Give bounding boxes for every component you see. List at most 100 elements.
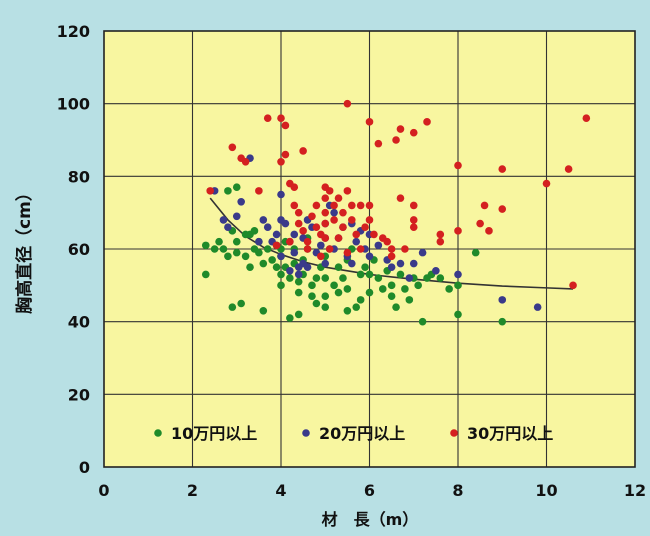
data-point bbox=[387, 281, 396, 290]
data-point bbox=[286, 274, 294, 282]
data-point bbox=[334, 288, 343, 297]
y-tick-label: 80 bbox=[68, 167, 90, 186]
data-point bbox=[365, 270, 374, 279]
data-point bbox=[396, 125, 405, 133]
data-point bbox=[219, 216, 228, 224]
data-point bbox=[277, 114, 285, 122]
data-point bbox=[237, 197, 245, 206]
data-point bbox=[232, 183, 241, 192]
data-point bbox=[215, 237, 223, 246]
legend-label: 20万円以上 bbox=[319, 424, 405, 443]
data-point bbox=[348, 216, 356, 224]
data-point bbox=[454, 227, 462, 235]
legend-marker bbox=[302, 429, 310, 437]
data-point bbox=[232, 237, 241, 246]
data-point bbox=[263, 223, 272, 231]
data-point bbox=[312, 223, 321, 231]
data-point bbox=[423, 118, 431, 126]
data-point bbox=[286, 267, 294, 275]
x-tick-label: 6 bbox=[364, 481, 375, 500]
trend-line bbox=[209, 197, 574, 290]
data-point bbox=[206, 187, 214, 195]
data-point bbox=[321, 274, 330, 282]
data-point bbox=[343, 187, 352, 195]
data-point bbox=[303, 237, 312, 246]
data-point bbox=[334, 194, 343, 202]
data-point bbox=[255, 248, 263, 257]
legend-item: 20万円以上 bbox=[302, 424, 405, 443]
data-point bbox=[436, 237, 445, 246]
x-axis-ticks: 0 2 4 6 8 10 12 bbox=[98, 481, 646, 500]
data-point bbox=[299, 227, 307, 235]
data-point bbox=[272, 230, 281, 239]
legend-label: 10万円以上 bbox=[171, 424, 257, 443]
data-point bbox=[392, 136, 400, 144]
data-point bbox=[356, 201, 365, 210]
legend-marker bbox=[154, 429, 162, 437]
data-point bbox=[308, 281, 316, 290]
data-point bbox=[241, 158, 250, 166]
data-point bbox=[339, 274, 347, 282]
data-point bbox=[445, 285, 453, 293]
data-point bbox=[365, 216, 374, 224]
data-point bbox=[268, 256, 276, 264]
data-point bbox=[383, 237, 392, 246]
data-point bbox=[374, 241, 383, 250]
data-point bbox=[401, 245, 409, 253]
x-tick-label: 2 bbox=[187, 481, 198, 500]
legend-item: 30万円以上 bbox=[450, 424, 553, 443]
data-point bbox=[330, 201, 338, 210]
data-point bbox=[321, 208, 330, 217]
y-tick-label: 60 bbox=[68, 240, 90, 259]
data-point bbox=[418, 248, 427, 257]
data-point bbox=[387, 292, 396, 301]
data-point bbox=[414, 281, 422, 290]
data-point bbox=[290, 248, 299, 257]
data-point bbox=[432, 267, 440, 275]
y-axis-label: 胸高直径（cm） bbox=[14, 184, 35, 314]
x-tick-label: 8 bbox=[452, 481, 463, 500]
data-point bbox=[418, 317, 427, 326]
data-point bbox=[321, 303, 330, 311]
data-point bbox=[210, 245, 219, 253]
data-point bbox=[352, 230, 361, 239]
data-point bbox=[325, 245, 334, 253]
data-point bbox=[409, 201, 418, 210]
data-point bbox=[277, 252, 285, 261]
data-point bbox=[405, 296, 414, 304]
data-point bbox=[259, 306, 268, 315]
data-point bbox=[290, 183, 299, 192]
data-point bbox=[352, 237, 361, 246]
data-point bbox=[361, 263, 369, 271]
data-point bbox=[498, 296, 507, 304]
data-point bbox=[387, 263, 396, 271]
data-point bbox=[396, 270, 405, 279]
data-point bbox=[409, 223, 418, 231]
data-point bbox=[454, 310, 462, 319]
data-point bbox=[294, 288, 303, 297]
data-point bbox=[365, 288, 374, 297]
data-point bbox=[471, 248, 480, 257]
data-point bbox=[365, 118, 374, 126]
data-point bbox=[219, 245, 228, 253]
data-point bbox=[250, 227, 259, 235]
data-point bbox=[405, 274, 414, 282]
data-point bbox=[569, 281, 577, 290]
data-point bbox=[281, 150, 290, 159]
data-point bbox=[343, 306, 352, 315]
data-point bbox=[352, 303, 361, 311]
data-point bbox=[396, 194, 405, 202]
data-point bbox=[321, 194, 330, 202]
y-tick-label: 100 bbox=[57, 95, 90, 114]
data-point bbox=[286, 314, 294, 322]
data-point bbox=[241, 252, 250, 261]
data-point bbox=[290, 201, 299, 210]
y-tick-label: 0 bbox=[79, 458, 90, 477]
data-point bbox=[281, 121, 290, 130]
data-point bbox=[409, 259, 418, 268]
data-point bbox=[232, 212, 241, 221]
data-point bbox=[330, 216, 338, 224]
data-point bbox=[387, 245, 396, 253]
